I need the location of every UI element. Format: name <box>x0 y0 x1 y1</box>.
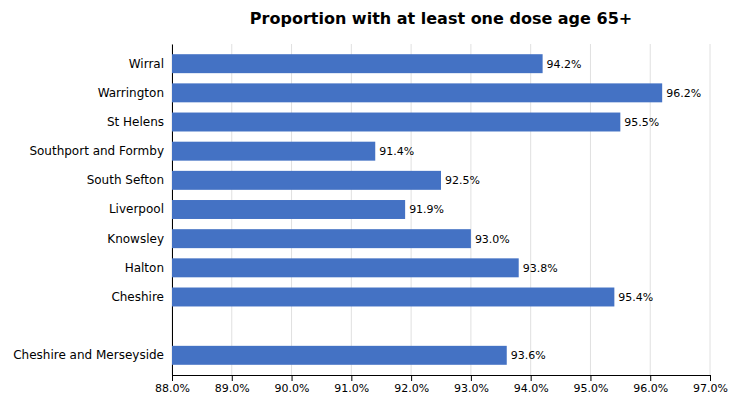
y-tick-label: Liverpool <box>109 202 164 216</box>
data-label: 92.5% <box>445 174 480 187</box>
x-tick-label: 88.0% <box>155 382 190 395</box>
y-tick-label: Knowsley <box>107 232 164 246</box>
x-tick-mark <box>590 375 591 381</box>
x-tick: 93.0% <box>454 375 489 395</box>
x-tick: 91.0% <box>334 375 369 395</box>
x-tick-mark <box>292 375 293 381</box>
grid <box>172 44 710 375</box>
x-tick: 95.0% <box>573 375 608 395</box>
bar <box>172 288 614 307</box>
y-tick: Cheshire and Merseyside <box>13 348 164 362</box>
y-tick: St Helens <box>107 115 164 129</box>
data-label: 93.8% <box>523 262 558 275</box>
chart: Proportion with at least one dose age 65… <box>0 0 750 407</box>
y-tick: Southport and Formby <box>29 144 164 158</box>
bar <box>172 83 662 102</box>
x-tick-mark <box>172 375 173 381</box>
y-tick-label: Southport and Formby <box>29 144 164 158</box>
x-tick-label: 97.0% <box>693 382 728 395</box>
y-tick-label: South Sefton <box>87 173 164 187</box>
y-tick: Knowsley <box>107 232 164 246</box>
y-tick-label: Wirral <box>129 57 164 71</box>
x-tick-label: 94.0% <box>514 382 549 395</box>
bar <box>172 200 405 219</box>
data-label: 96.2% <box>666 87 701 100</box>
x-tick-label: 91.0% <box>334 382 369 395</box>
grid-line <box>710 44 711 375</box>
x-tick-mark <box>232 375 233 381</box>
y-tick: Halton <box>125 261 164 275</box>
x-tick-label: 95.0% <box>573 382 608 395</box>
bar <box>172 229 471 248</box>
x-tick-mark <box>351 375 352 381</box>
x-axis-line <box>173 376 711 382</box>
x-tick-label: 89.0% <box>215 382 250 395</box>
y-tick: Warrington <box>98 86 164 100</box>
x-tick-mark <box>471 375 472 381</box>
data-label: 93.6% <box>511 349 546 362</box>
bar <box>172 54 543 73</box>
x-tick-mark <box>650 375 651 381</box>
y-axis: Cheshire and Merseyside Cheshire Halton Kno… <box>13 45 172 376</box>
x-tick: 92.0% <box>394 375 429 395</box>
y-tick-label: Halton <box>125 261 164 275</box>
bar <box>172 346 507 365</box>
data-labels: 93.6% 95.4% 93.8% 93.0% 91.9% 92.5% 91.4% 95.5%… <box>379 58 701 363</box>
x-axis: 88.0% 89.0% 90.0% 91.0% 92.0% 93.0% 94.0% 95.0%… <box>155 375 728 395</box>
bar <box>172 258 519 277</box>
x-tick: 89.0% <box>215 375 250 395</box>
data-label: 95.5% <box>624 116 659 129</box>
data-label: 93.0% <box>475 233 510 246</box>
plot: 88.0% 89.0% 90.0% 91.0% 92.0% 93.0% 94.0% 95.0%… <box>13 44 728 395</box>
x-tick-mark <box>411 375 412 381</box>
x-tick-label: 96.0% <box>633 382 668 395</box>
y-tick-label: Warrington <box>98 86 164 100</box>
x-tick: 97.0% <box>693 375 728 395</box>
x-tick: 88.0% <box>155 375 190 395</box>
x-tick: 96.0% <box>633 375 668 395</box>
data-label: 91.4% <box>379 145 414 158</box>
data-label: 91.9% <box>409 203 444 216</box>
x-tick-mark <box>531 375 532 381</box>
y-tick: Liverpool <box>109 202 164 216</box>
x-tick-label: 90.0% <box>275 382 310 395</box>
bars <box>172 54 662 365</box>
x-tick: 94.0% <box>514 375 549 395</box>
y-tick: Cheshire <box>111 290 164 304</box>
bar <box>172 113 620 132</box>
x-tick: 90.0% <box>275 375 310 395</box>
bar <box>172 142 375 161</box>
x-tick-label: 93.0% <box>454 382 489 395</box>
data-label: 95.4% <box>618 291 653 304</box>
title: Proportion with at least one dose age 65… <box>250 9 632 28</box>
x-tick-label: 92.0% <box>394 382 429 395</box>
y-tick: Wirral <box>129 57 164 71</box>
data-label: 94.2% <box>547 58 582 71</box>
y-tick-label: Cheshire <box>111 290 164 304</box>
x-tick-mark <box>710 375 711 381</box>
y-tick-label: Cheshire and Merseyside <box>13 348 164 362</box>
y-tick: South Sefton <box>87 173 164 187</box>
bar <box>172 171 441 190</box>
y-tick-label: St Helens <box>107 115 164 129</box>
